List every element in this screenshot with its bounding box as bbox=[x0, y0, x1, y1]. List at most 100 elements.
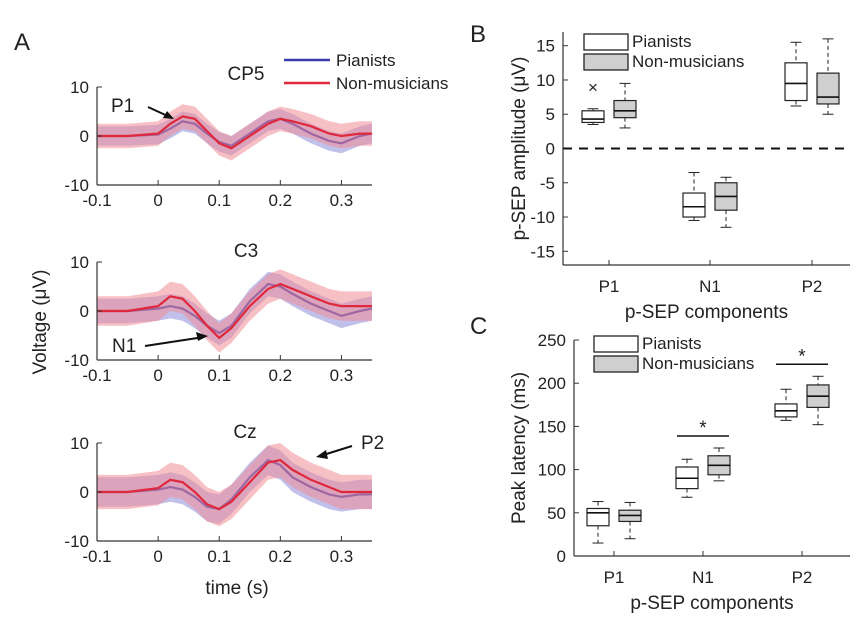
significance-marker: * bbox=[798, 346, 806, 367]
legend-label-pianists: Pianists bbox=[632, 32, 692, 51]
box-non-musicians-p1 bbox=[618, 501, 642, 540]
box-iqr bbox=[613, 99, 637, 119]
x-tick-label: 0 bbox=[153, 191, 162, 210]
channel-title: Cz bbox=[233, 422, 256, 443]
x-tick-label: -0.1 bbox=[82, 191, 111, 210]
series-line-non-musicians bbox=[97, 115, 372, 150]
series-band-non-musicians bbox=[97, 443, 372, 527]
box-non-musicians-n1 bbox=[714, 176, 738, 228]
x-tick-label: 0.3 bbox=[330, 191, 354, 210]
legend-swatch-non-musicians bbox=[593, 355, 639, 373]
y-tick-label: -10 bbox=[64, 351, 89, 370]
x-tick-label: 0.3 bbox=[330, 366, 354, 385]
box-pianists-n1 bbox=[675, 458, 699, 498]
legend-swatch-pianists bbox=[593, 335, 639, 353]
x-tick-label: 0 bbox=[153, 366, 162, 385]
box-non-musicians-p2 bbox=[816, 38, 840, 115]
x-tick-label: N1 bbox=[692, 568, 714, 587]
x-tick-label: P1 bbox=[599, 277, 620, 296]
legend-label-pianists: Pianists bbox=[336, 51, 396, 70]
x-tick-label: 0.3 bbox=[330, 547, 354, 566]
panel-label-a: A bbox=[14, 29, 30, 56]
channel-title: C3 bbox=[234, 241, 258, 262]
y-tick-label: 10 bbox=[70, 253, 89, 272]
annotation-label: N1 bbox=[112, 336, 136, 357]
outlier-marker: × bbox=[588, 78, 598, 97]
y-tick-label: -10 bbox=[64, 176, 89, 195]
y-tick-label: 0 bbox=[80, 302, 89, 321]
subplot-c3: -10 0 10 -0.1 0 0.1 0.2 0.3 C3 N1 bbox=[64, 241, 373, 385]
box-iqr bbox=[682, 192, 706, 218]
x-tick-label: 0.1 bbox=[207, 366, 231, 385]
x-tick-label: 0.2 bbox=[269, 191, 293, 210]
subplot-cz: -10 0 10 -0.1 0 0.1 0.2 0.3 Cz P2 bbox=[64, 422, 384, 566]
annotation-label: P1 bbox=[111, 96, 134, 117]
x-tick-label: P2 bbox=[802, 277, 823, 296]
y-tick-label: 5 bbox=[546, 105, 555, 124]
box-pianists-p1: × bbox=[581, 78, 605, 126]
annotation-arrowhead bbox=[196, 332, 208, 341]
y-tick-label: 150 bbox=[538, 417, 566, 436]
box-iqr bbox=[586, 507, 610, 527]
y-tick-label: -10 bbox=[530, 208, 555, 227]
panel-label-b: B bbox=[470, 21, 486, 48]
legend-label-non-musicians: Non-musicians bbox=[632, 52, 744, 71]
y-tick-label: -10 bbox=[64, 532, 89, 551]
x-tick-label: 0.1 bbox=[207, 191, 231, 210]
legend-label-pianists: Pianists bbox=[642, 334, 702, 353]
box-iqr bbox=[784, 62, 808, 102]
x-tick-label: 0.1 bbox=[207, 547, 231, 566]
box-pianists-p2 bbox=[774, 388, 798, 421]
legend-label-non-musicians: Non-musicians bbox=[642, 354, 754, 373]
y-tick-label: 0 bbox=[80, 127, 89, 146]
series-band-non-musicians bbox=[97, 269, 372, 353]
y-tick-label: -15 bbox=[530, 242, 555, 261]
y-tick-label: 10 bbox=[70, 434, 89, 453]
y-tick-label: 0 bbox=[546, 140, 555, 159]
x-axis-label: p-SEP components bbox=[625, 302, 788, 323]
y-tick-label: 200 bbox=[538, 374, 566, 393]
series-band-non-musicians bbox=[97, 104, 372, 161]
x-axis-label: p-SEP components bbox=[630, 593, 793, 614]
panel-label-c: C bbox=[470, 313, 487, 340]
series-line-non-musicians bbox=[97, 458, 372, 511]
box-non-musicians-p2 bbox=[806, 375, 830, 426]
annotation-arrow bbox=[144, 336, 205, 347]
series-line-non-musicians bbox=[97, 282, 372, 340]
box-iqr bbox=[581, 110, 605, 124]
x-axis-label: time (s) bbox=[205, 578, 268, 599]
y-axis-label: Voltage (μV) bbox=[30, 270, 51, 375]
y-tick-label: 50 bbox=[547, 504, 566, 523]
annotation-arrowhead bbox=[316, 450, 328, 459]
y-tick-label: 10 bbox=[536, 71, 555, 90]
panel-b-amplitude: -15 -10 -5 0 5 10 15 P1 N1 P2 × PianistsNon-musicia… bbox=[509, 32, 850, 323]
y-tick-label: 0 bbox=[80, 483, 89, 502]
box-non-musicians-n1 bbox=[707, 447, 731, 482]
y-tick-label: 0 bbox=[557, 547, 566, 566]
x-tick-label: 0 bbox=[153, 547, 162, 566]
box-non-musicians-p1 bbox=[613, 82, 637, 129]
x-tick-label: 0.2 bbox=[269, 547, 293, 566]
y-tick-label: 100 bbox=[538, 461, 566, 480]
box-iqr bbox=[816, 72, 840, 105]
significance-marker: * bbox=[699, 418, 707, 439]
panel-a-erp: -10 0 10 -0.1 0 0.1 0.2 0.3 CP5 P1 -10 0 10 -0.1 0 0.1 0… bbox=[30, 51, 448, 599]
panel-c-latency: 0 50 100 150 200 250 P1 N1 P2 PianistsNon-musicia… bbox=[509, 331, 850, 614]
box-pianists-p2 bbox=[784, 41, 808, 107]
x-tick-label: P2 bbox=[792, 568, 813, 587]
box-pianists-p1 bbox=[586, 501, 610, 544]
x-tick-label: P1 bbox=[604, 568, 625, 587]
x-tick-label: -0.1 bbox=[82, 366, 111, 385]
x-tick-label: 0.2 bbox=[269, 366, 293, 385]
x-tick-label: N1 bbox=[699, 277, 721, 296]
legend-label-non-musicians: Non-musicians bbox=[336, 74, 448, 93]
subplot-cp5: -10 0 10 -0.1 0 0.1 0.2 0.3 CP5 P1 bbox=[64, 64, 373, 210]
legend-swatch-pianists bbox=[583, 33, 629, 51]
y-axis-label: Peak latency (ms) bbox=[509, 372, 530, 524]
channel-title: CP5 bbox=[228, 64, 265, 85]
annotation-arrowhead bbox=[163, 111, 174, 119]
y-tick-label: -5 bbox=[540, 174, 555, 193]
y-tick-label: 250 bbox=[538, 331, 566, 350]
y-tick-label: 15 bbox=[536, 37, 555, 56]
